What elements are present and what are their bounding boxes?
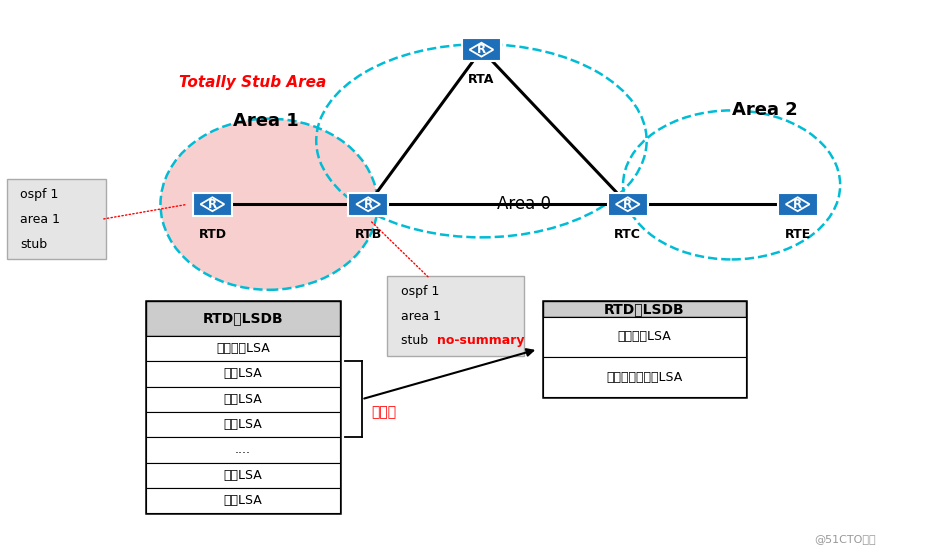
Text: R: R — [623, 198, 632, 211]
Text: 一条缺省的三类LSA: 一条缺省的三类LSA — [606, 371, 683, 384]
Text: R: R — [363, 198, 373, 211]
Text: 仅存在: 仅存在 — [371, 405, 396, 419]
Text: area 1: area 1 — [21, 213, 60, 226]
Text: Area 1: Area 1 — [233, 113, 299, 130]
FancyBboxPatch shape — [146, 336, 340, 361]
FancyBboxPatch shape — [146, 361, 340, 386]
Text: RTC: RTC — [615, 228, 641, 241]
FancyBboxPatch shape — [146, 301, 340, 513]
FancyBboxPatch shape — [7, 179, 106, 259]
FancyBboxPatch shape — [348, 193, 388, 216]
Text: 一、二类LSA: 一、二类LSA — [216, 342, 270, 355]
Text: R: R — [208, 198, 217, 211]
Text: ....: .... — [235, 443, 251, 457]
FancyBboxPatch shape — [146, 386, 340, 412]
Text: Area 2: Area 2 — [732, 102, 798, 119]
FancyBboxPatch shape — [462, 38, 501, 61]
FancyBboxPatch shape — [543, 357, 746, 397]
FancyBboxPatch shape — [543, 301, 746, 397]
Text: R: R — [793, 198, 802, 211]
Ellipse shape — [160, 119, 378, 290]
Text: R: R — [477, 43, 486, 56]
Text: RTB: RTB — [355, 228, 381, 241]
FancyBboxPatch shape — [543, 301, 746, 317]
Text: 三类LSA: 三类LSA — [224, 368, 262, 380]
Text: 一、二类LSA: 一、二类LSA — [617, 331, 671, 343]
Text: ospf 1: ospf 1 — [21, 188, 59, 201]
FancyBboxPatch shape — [146, 301, 340, 336]
Text: 五类LSA: 五类LSA — [224, 393, 262, 406]
FancyBboxPatch shape — [146, 437, 340, 463]
Text: stub: stub — [21, 238, 47, 251]
Text: no-summary: no-summary — [436, 335, 524, 347]
Text: 四类LSA: 四类LSA — [224, 494, 262, 507]
Text: 五类LSA: 五类LSA — [224, 469, 262, 482]
FancyBboxPatch shape — [146, 463, 340, 488]
FancyBboxPatch shape — [146, 412, 340, 437]
Text: stub: stub — [400, 335, 431, 347]
FancyBboxPatch shape — [543, 317, 746, 357]
Text: RTD: RTD — [198, 228, 227, 241]
Text: @51CTO博客: @51CTO博客 — [814, 534, 876, 544]
FancyBboxPatch shape — [778, 193, 818, 216]
Text: RTA: RTA — [468, 73, 495, 87]
Text: 四类LSA: 四类LSA — [224, 418, 262, 431]
FancyBboxPatch shape — [146, 488, 340, 513]
FancyBboxPatch shape — [608, 193, 648, 216]
Text: ospf 1: ospf 1 — [400, 285, 439, 298]
Text: RTE: RTE — [784, 228, 811, 241]
Text: Totally Stub Area: Totally Stub Area — [179, 75, 327, 91]
Text: RTD的LSDB: RTD的LSDB — [203, 311, 283, 325]
FancyBboxPatch shape — [193, 193, 232, 216]
Text: RTD的LSDB: RTD的LSDB — [604, 302, 684, 316]
FancyBboxPatch shape — [387, 276, 524, 356]
Text: area 1: area 1 — [400, 310, 441, 322]
Text: Area 0: Area 0 — [497, 195, 551, 213]
